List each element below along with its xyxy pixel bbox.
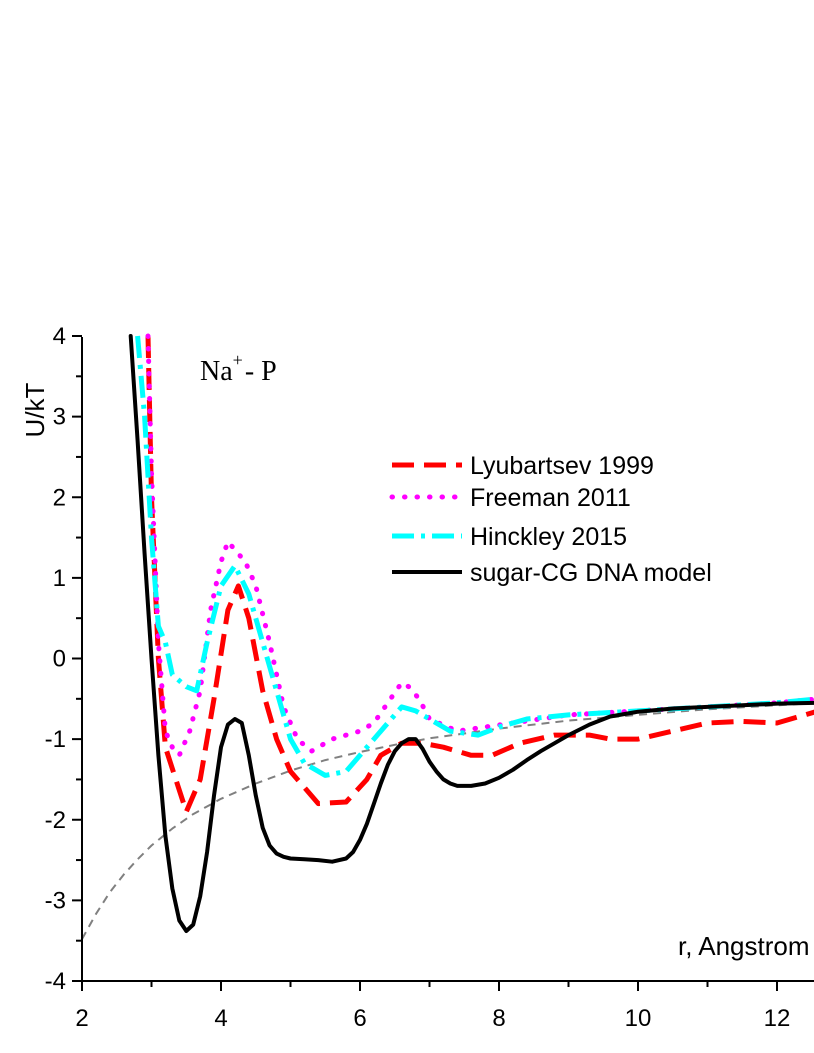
legend: Lyubartsev 1999 Freeman 2011 Hinckley 20…	[389, 452, 712, 587]
y-tick-label: 2	[53, 484, 66, 511]
series-line-hinckley-2015	[135, 335, 814, 778]
series-line-sugar-cg-dna-model	[128, 334, 814, 933]
ion-label: Na	[200, 356, 233, 387]
series-line-lyubartsev-1999	[145, 335, 814, 815]
y-tick-label: 4	[53, 323, 66, 350]
x-tick-label: 10	[625, 1005, 652, 1032]
series-line-reference	[82, 702, 814, 940]
ion-annotation: Na+- P	[200, 350, 277, 387]
y-tick-label: 3	[53, 404, 66, 431]
y-tick-label: 0	[53, 646, 66, 673]
series-layer	[82, 333, 814, 940]
y-tick-label: -3	[45, 887, 66, 914]
legend-label-sugar-cg: sugar-CG DNA model	[470, 559, 712, 587]
y-tick-label: -4	[45, 968, 66, 995]
legend-label-lyubartsev: Lyubartsev 1999	[470, 452, 654, 480]
y-tick-label: -1	[45, 726, 66, 753]
y-axis-title: U/kT	[20, 382, 50, 437]
y-tick-label: 1	[53, 565, 66, 592]
x-tick-label: 4	[214, 1005, 227, 1032]
x-axis-title: r, Angstrom	[678, 931, 810, 961]
ion-charge: +	[233, 350, 243, 370]
x-tick-label: 12	[764, 1005, 791, 1032]
legend-label-hinckley: Hinckley 2015	[470, 523, 627, 551]
ion-partner: - P	[245, 356, 277, 387]
legend-label-freeman: Freeman 2011	[470, 484, 631, 512]
x-tick-label: 8	[492, 1005, 505, 1032]
y-tick-label: -2	[45, 807, 66, 834]
x-tick-label: 2	[75, 1005, 88, 1032]
x-tick-label: 6	[353, 1005, 366, 1032]
